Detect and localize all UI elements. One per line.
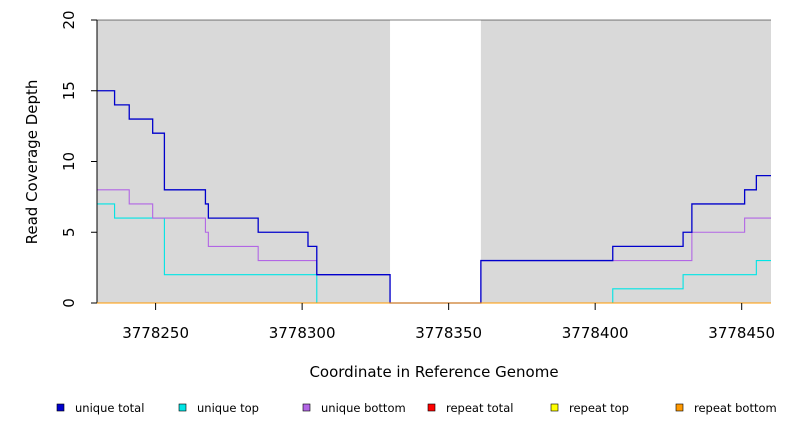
y-tick-label-15: 15 [60,81,78,100]
y-tick-label-0: 0 [60,298,78,308]
legend-swatch [675,403,684,412]
series-line-unique-total [97,90,771,304]
legend-item-repeat-total: repeat total [427,401,513,415]
legend-swatch [302,403,311,412]
legend-label: unique bottom [321,401,406,415]
legend-label: repeat top [569,401,629,415]
legend-item-repeat-bottom: repeat bottom [675,401,777,415]
legend: unique total unique top unique bottom repea… [56,401,777,415]
highlight-region-0 [390,20,481,303]
legend-item-unique-total: unique total [56,401,144,415]
legend-swatch [178,403,187,412]
legend-label: unique top [197,401,259,415]
legend-label: unique total [75,401,144,415]
legend-item-repeat-top: repeat top [550,401,629,415]
legend-swatch [56,403,65,412]
x-axis-label: Coordinate in Reference Genome [309,363,558,381]
series-line-unique-bottom [97,189,771,304]
legend-swatch [427,403,436,412]
x-tick-label-3778250: 3778250 [122,324,189,342]
x-tick-label-3778400: 3778400 [562,324,629,342]
legend-label: repeat total [446,401,513,415]
x-tick-label-3778350: 3778350 [415,324,482,342]
x-tick-label-3778300: 3778300 [269,324,336,342]
y-tick-label-10: 10 [60,152,78,171]
legend-item-unique-top: unique top [178,401,259,415]
legend-label: repeat bottom [694,401,777,415]
tick-labels: 0 5 10 15 20 3778250 3778300 3778350 3778400 3778… [60,10,775,342]
legend-item-unique-bottom: unique bottom [302,401,406,415]
y-axis-label: Read Coverage Depth [23,80,41,245]
highlight-regions [390,20,481,303]
y-tick-label-5: 5 [60,227,78,237]
x-tick-label-3778450: 3778450 [708,324,775,342]
y-tick-label-20: 20 [60,10,78,29]
legend-swatch [550,403,559,412]
